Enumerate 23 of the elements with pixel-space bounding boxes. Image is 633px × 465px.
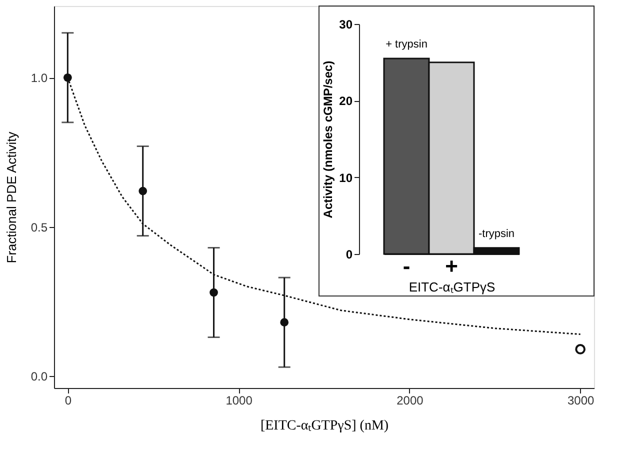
- point: [210, 288, 218, 297]
- y-tick-label: 30: [339, 18, 353, 32]
- y-tick-label: 1.0: [30, 71, 48, 86]
- x-axis-title: EITC-αₜGTPγS: [408, 280, 496, 294]
- y-tick-label: 0.0: [30, 370, 48, 384]
- annotation: + trypsin: [386, 38, 428, 50]
- y-tick-label: 20: [339, 94, 353, 108]
- y-tick-label: 10: [339, 170, 353, 185]
- point: [63, 73, 72, 82]
- x-tick-label: 2000: [396, 394, 424, 408]
- y-axis-title: Activity (nmoles cGMP/sec): [321, 60, 336, 218]
- point: [280, 318, 289, 327]
- y-tick-label: 0.5: [30, 220, 48, 234]
- point: [575, 344, 586, 354]
- x-tick-label: 0: [64, 394, 72, 408]
- x-axis-title: [EITC-αₜGTPγS] (nM): [260, 418, 389, 434]
- point: [138, 186, 148, 196]
- x-tick-label: -: [402, 254, 410, 278]
- x-tick-label: +: [445, 254, 458, 278]
- annotation: -trypsin: [478, 228, 515, 240]
- y-axis-title: Fractional PDE Activity: [4, 131, 19, 264]
- x-tick-label: 3000: [567, 394, 594, 408]
- x-tick-label: 1000: [226, 394, 253, 408]
